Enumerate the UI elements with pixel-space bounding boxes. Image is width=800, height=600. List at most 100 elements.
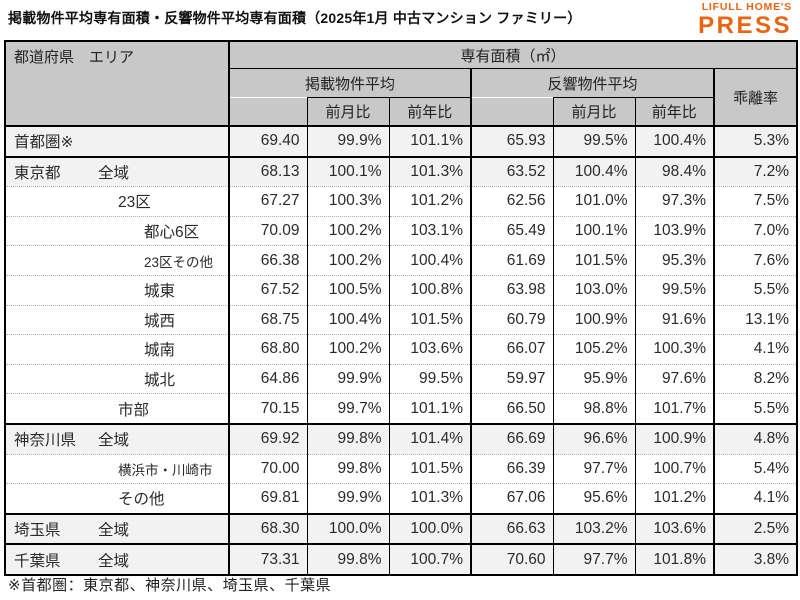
value-cell: 101.8%: [634, 543, 715, 575]
header-inquiry-area-spacer: [470, 97, 554, 127]
value-cell: 103.6%: [634, 512, 715, 545]
value-cell: 101.5%: [388, 304, 472, 335]
floor-area-statistics-table: 都道府県 エリア 専有面積（㎡） 掲載物件平均 反響物件平均 乖離率 前月比 前…: [4, 40, 799, 576]
value-cell: 99.5%: [552, 125, 635, 157]
value-cell: 103.1%: [388, 215, 472, 246]
value-cell: 73.31: [228, 543, 307, 575]
header-row-2: 掲載物件平均 反響物件平均 乖離率: [5, 68, 798, 127]
area-name: 全域: [98, 552, 130, 570]
value-cell: 13.1%: [713, 304, 798, 335]
header-listed-mom: 前月比: [306, 97, 390, 127]
value-cell: 67.27: [228, 186, 307, 217]
table-row: 城西 68.75 100.4% 101.5% 60.79 100.9% 91.6% 13.1%: [5, 304, 798, 335]
value-cell: 7.2%: [713, 155, 798, 187]
value-cell: 67.06: [470, 483, 553, 514]
header-listed-yoy: 前年比: [388, 97, 472, 127]
value-cell: 60.79: [470, 304, 553, 335]
value-cell: 99.9%: [306, 125, 389, 157]
table-header: 都道府県 エリア 専有面積（㎡） 掲載物件平均 反響物件平均 乖離率 前月比 前…: [4, 40, 798, 127]
top-bar: 掲載物件平均専有面積・反響物件平均専有面積（2025年1月 中古マンション ファ…: [0, 0, 800, 38]
area-name: 全域: [98, 164, 130, 182]
value-cell: 100.4%: [552, 155, 635, 187]
row-area-label: 埼玉県 全域: [5, 512, 230, 545]
value-cell: 2.5%: [713, 512, 798, 545]
value-cell: 65.93: [470, 125, 553, 157]
value-cell: 99.7%: [306, 393, 389, 424]
area-name: 市部: [118, 401, 150, 419]
prefecture-name: 埼玉県: [14, 522, 61, 540]
area-name: 全域: [98, 432, 130, 450]
value-cell: 101.3%: [388, 483, 472, 514]
value-cell: 66.50: [470, 393, 553, 424]
value-cell: 4.1%: [713, 334, 798, 365]
table-row: 23区 67.27 100.3% 101.2% 62.56 101.0% 97.3% 7.5%: [5, 186, 798, 217]
value-cell: 100.1%: [306, 155, 389, 187]
value-cell: 64.86: [228, 363, 307, 394]
row-area-label: 横浜市・川崎市: [5, 453, 230, 484]
area-name: 全域: [98, 522, 130, 540]
value-cell: 68.30: [228, 512, 307, 545]
row-area-label: 23区その他: [5, 245, 230, 276]
value-cell: 99.8%: [306, 453, 389, 484]
value-cell: 100.9%: [634, 422, 715, 455]
area-name: 城東: [144, 283, 176, 301]
value-cell: 66.69: [470, 422, 553, 455]
prefecture-name: 首都圏※: [14, 134, 74, 152]
value-cell: 66.39: [470, 453, 553, 484]
area-name: 城西: [144, 312, 176, 330]
value-cell: 67.52: [228, 274, 307, 306]
header-deviation-rate: 乖離率: [712, 68, 798, 127]
value-cell: 100.2%: [306, 215, 389, 246]
value-cell: 70.09: [228, 215, 307, 246]
value-cell: 101.2%: [388, 186, 472, 217]
area-name: 23区: [118, 194, 151, 212]
area-name: 23区その他: [144, 254, 214, 270]
value-cell: 100.4%: [634, 125, 715, 157]
value-cell: 100.3%: [634, 334, 715, 365]
value-cell: 103.9%: [634, 215, 715, 246]
row-area-label: 23区: [5, 186, 230, 217]
lifull-homes-press-logo: LIFULL HOME'S PRESS: [698, 2, 792, 38]
header-inquiry-average: 反響物件平均: [470, 68, 715, 98]
value-cell: 103.0%: [552, 274, 635, 306]
logo-brand-text: LIFULL HOME'S: [701, 1, 792, 13]
value-cell: 100.5%: [306, 274, 389, 306]
row-area-label: 都心6区: [5, 215, 230, 246]
value-cell: 3.8%: [713, 543, 798, 575]
value-cell: 100.4%: [388, 245, 472, 276]
value-cell: 70.00: [228, 453, 307, 484]
area-name: その他: [118, 491, 165, 509]
row-area-label: 首都圏※: [5, 125, 230, 157]
value-cell: 100.8%: [388, 274, 472, 306]
table-body: 首都圏※ 69.40 99.9% 101.1% 65.93 99.5% 100.4% 5.3%…: [5, 125, 798, 575]
value-cell: 61.69: [470, 245, 553, 276]
table-row: 都心6区 70.09 100.2% 103.1% 65.49 100.1% 103.9% 7.…: [5, 215, 798, 246]
table-row: 城北 64.86 99.9% 99.5% 59.97 95.9% 97.6% 8.2%: [5, 363, 798, 394]
value-cell: 101.4%: [388, 422, 472, 455]
value-cell: 101.0%: [552, 186, 635, 217]
value-cell: 91.6%: [634, 304, 715, 335]
row-area-label: 東京都 全域: [5, 155, 230, 187]
header-prefecture-area: 都道府県 エリア: [4, 40, 230, 127]
value-cell: 7.0%: [713, 215, 798, 246]
value-cell: 98.4%: [634, 155, 715, 187]
value-cell: 95.9%: [552, 363, 635, 394]
value-cell: 101.1%: [388, 125, 472, 157]
table-row: 23区その他 66.38 100.2% 100.4% 61.69 101.5% 95.3% 7…: [5, 245, 798, 276]
table-row: 城東 67.52 100.5% 100.8% 63.98 103.0% 99.5% 5.5%: [5, 274, 798, 306]
row-area-label: 城南: [5, 334, 230, 365]
prefecture-name: 千葉県: [14, 552, 61, 570]
header-row-1: 都道府県 エリア 専有面積（㎡）: [4, 40, 798, 127]
header-listed-average: 掲載物件平均: [228, 68, 472, 98]
value-cell: 65.49: [470, 215, 553, 246]
table-row: 埼玉県 全域 68.30 100.0% 100.0% 66.63 103.2% 103.6% 2…: [5, 512, 798, 545]
value-cell: 99.9%: [306, 483, 389, 514]
value-cell: 100.4%: [306, 304, 389, 335]
value-cell: 96.6%: [552, 422, 635, 455]
value-cell: 68.75: [228, 304, 307, 335]
value-cell: 5.5%: [713, 274, 798, 306]
table-row: 城南 68.80 100.2% 103.6% 66.07 105.2% 100.3% 4.1%: [5, 334, 798, 365]
table-row: 首都圏※ 69.40 99.9% 101.1% 65.93 99.5% 100.4% 5.3%: [5, 125, 798, 157]
value-cell: 4.1%: [713, 483, 798, 514]
value-cell: 63.98: [470, 274, 553, 306]
